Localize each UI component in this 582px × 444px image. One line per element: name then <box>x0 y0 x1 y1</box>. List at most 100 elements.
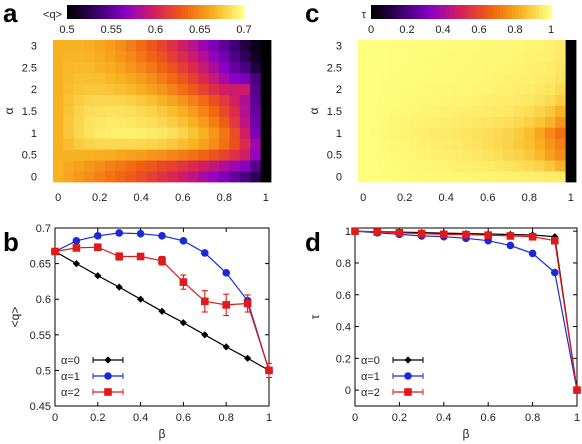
heatmap-cell <box>534 50 546 63</box>
colorbar-segment <box>413 5 417 19</box>
heatmap-cell <box>104 127 116 139</box>
heatmap-cell <box>430 105 442 117</box>
heatmap-cell <box>136 138 147 150</box>
heatmap-cell <box>409 105 421 117</box>
y-tick-label: 3 <box>336 41 342 53</box>
heatmap-cell <box>555 61 567 74</box>
heatmap-cell <box>250 72 262 85</box>
colorbar-segment <box>143 5 148 19</box>
heatmap-cell <box>441 127 452 139</box>
colorbar-segment <box>87 5 91 19</box>
x-tick-label: 0.8 <box>525 412 540 424</box>
heatmap-cell <box>260 83 272 96</box>
panel-b: b 0 0.2 0.4 0.6 0.8 1 0.45 0.5 0.55 0.6 0.65 0.7 β <q… <box>3 223 273 441</box>
x-tick-label: 0.2 <box>392 412 407 424</box>
heatmap-cell <box>358 83 369 96</box>
heatmap-cell <box>451 138 463 150</box>
heatmap-cell <box>53 40 64 52</box>
heatmap-cell <box>409 94 421 106</box>
data-point <box>72 244 81 252</box>
heatmap-cell <box>73 116 85 128</box>
heatmap-cell <box>260 40 272 52</box>
heatmap-cell <box>104 116 116 128</box>
heatmap-cell <box>156 94 168 106</box>
heatmap-cell <box>53 94 64 106</box>
heatmap-cell <box>503 94 515 106</box>
colorbar-segment <box>81 5 86 19</box>
data-point <box>137 295 145 303</box>
heatmap-cell <box>513 61 525 74</box>
y-tick-label: 2 <box>336 84 342 96</box>
colorbar-segment <box>214 5 218 19</box>
series-diamond <box>351 227 581 394</box>
colorbar-tick-label: 0.7 <box>236 24 251 36</box>
legend-label: α=0 <box>61 355 80 367</box>
heatmap-cell <box>219 105 230 117</box>
heatmap-cell <box>167 171 178 183</box>
heatmap-cell <box>177 116 189 128</box>
heatmap-cell <box>389 138 400 150</box>
heatmap-cell <box>146 83 158 96</box>
heatmap-cell <box>104 138 116 150</box>
heatmap-cell <box>94 149 106 161</box>
heatmap-cell <box>84 138 95 150</box>
colorbar-tick-label: 0.55 <box>101 24 122 36</box>
colorbar-segment <box>389 5 393 19</box>
colorbar-segment <box>470 5 474 19</box>
heatmap-cell <box>368 116 380 128</box>
colorbar-segment <box>521 5 525 19</box>
heatmap-cell <box>136 127 147 139</box>
heatmap-cell <box>115 83 127 96</box>
x-tick-label: 0.8 <box>217 192 232 204</box>
heatmap-cell <box>239 160 251 172</box>
y-tick-label: 0.5 <box>22 150 37 162</box>
heatmap-cell <box>544 83 556 96</box>
heatmap-cell <box>420 160 432 172</box>
colorbar-tick-label: 0.65 <box>189 24 210 36</box>
colorbar-segment <box>446 5 450 19</box>
heatmap-cell <box>503 72 515 85</box>
heatmap-cell <box>492 50 504 63</box>
heatmap-cell <box>472 149 483 161</box>
y-tick-label: 0.7 <box>36 223 51 235</box>
heatmap-cell <box>420 94 432 106</box>
heatmap-cell <box>513 160 525 172</box>
colorbar-segment <box>404 5 408 19</box>
legend-label: α=0 <box>361 355 380 367</box>
data-point <box>115 229 123 237</box>
data-point <box>404 388 412 396</box>
colorbar-segment <box>202 5 207 19</box>
colorbar-segment <box>78 5 83 19</box>
heatmap-cell <box>451 94 463 106</box>
colorbar-segment <box>96 5 100 19</box>
heatmap-cell <box>156 116 168 128</box>
heatmap-cell <box>389 40 400 52</box>
heatmap-cell <box>524 149 535 161</box>
heatmap-cell <box>73 61 85 74</box>
heatmap-cell <box>136 61 147 74</box>
heatmap-cell <box>104 61 116 74</box>
heatmap-cell <box>555 116 567 128</box>
y-axis-label: α <box>307 107 321 114</box>
heatmap-cell <box>451 83 463 96</box>
y-tick-label: 0.6 <box>336 290 351 302</box>
heatmap-cell <box>358 72 369 85</box>
y-tick-label: 0.45 <box>30 401 51 413</box>
colorbar-c: τ0 0.2 0.4 0.6 0.8 1 <box>362 5 554 36</box>
heatmap-cell <box>503 83 515 96</box>
heatmap-cell <box>378 40 390 52</box>
heatmap-cell <box>125 40 137 52</box>
data-point <box>528 232 537 241</box>
heatmap-cell <box>177 40 189 52</box>
colorbar-tick-label: 0.6 <box>148 24 163 36</box>
heatmap-cell <box>409 149 421 161</box>
colorbar-segment <box>223 5 227 19</box>
heatmap-cell <box>389 171 400 183</box>
colorbar-segment <box>176 5 180 19</box>
heatmap-cell <box>409 138 421 150</box>
heatmap-cell <box>167 40 178 52</box>
heatmap-cell <box>53 72 64 85</box>
heatmap-cell <box>482 127 494 139</box>
colorbar-segment <box>69 5 74 19</box>
x-tick-label: 0.4 <box>133 412 148 424</box>
